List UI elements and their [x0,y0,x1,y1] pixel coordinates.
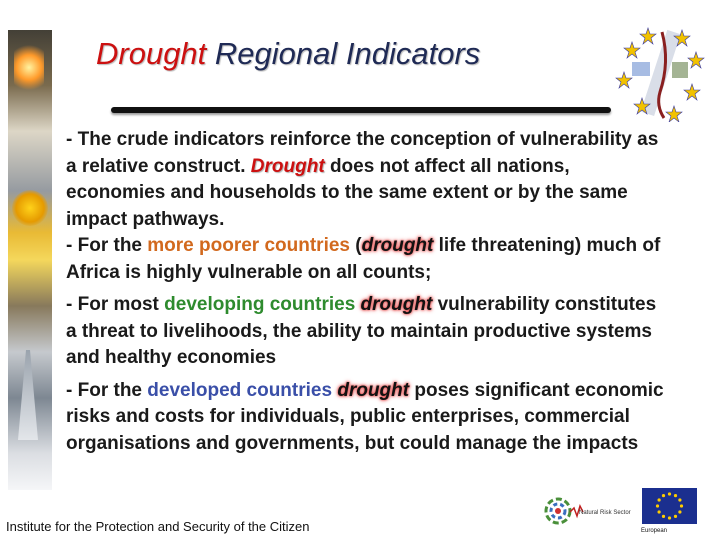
slide-body: - The crude indicators reinforce the con… [66,127,666,463]
eu-stars-collage-icon [615,27,705,122]
paragraph4-text-after: poses significant economic risks and cos… [66,379,664,454]
paragraph-crude-indicators: - The crude indicators reinforce the con… [66,127,666,233]
paragraph3-text-before: - For most [66,294,165,315]
european-commission-label: European [641,528,668,534]
title-rest: Regional Indicators [206,36,481,71]
paragraph1-text-after: does not affect all nations, economies a… [66,155,628,230]
paragraph2-text-mid: ( [350,235,362,256]
keyword-drought: drought [361,235,434,256]
paragraph1-text-before: - The crude indicators reinforce the con… [66,129,659,177]
paragraph-developing-countries: - For most developing countries drought … [66,292,666,372]
natural-risk-sector-label: Natural Risk Sector [579,510,631,516]
keyword-drought: Drought [250,155,325,177]
footer-institute: Institute for the Protection and Securit… [6,519,310,534]
paragraph-developed-countries: - For the developed countries drought po… [66,378,666,458]
slide-title: Drought Regional Indicators [96,36,596,72]
paragraph2-text-before: - For the [66,235,148,256]
paragraph-poorer-countries: - For the more poorer countries (drought… [66,233,666,286]
paragraph3-text-after: vulnerability constitutes a threat to li… [66,294,657,368]
keyword-drought: drought [360,294,433,315]
title-accent: Drought [96,36,207,71]
keyword-drought: drought [337,379,410,401]
paragraph2-text-after: life threatening) much of Africa is high… [66,235,661,283]
highlight-developing-countries: developing countries [164,294,356,315]
lightbulb-icon [14,40,44,90]
paragraph4-text-before: - For the [66,379,148,401]
eu-flag-icon [642,488,697,524]
sun-icon [12,190,48,226]
title-underline [111,107,611,113]
highlight-poorer-countries: more poorer countries [147,235,350,256]
highlight-developed-countries: developed countries [147,379,333,401]
natural-risk-sector-logo [544,497,584,525]
